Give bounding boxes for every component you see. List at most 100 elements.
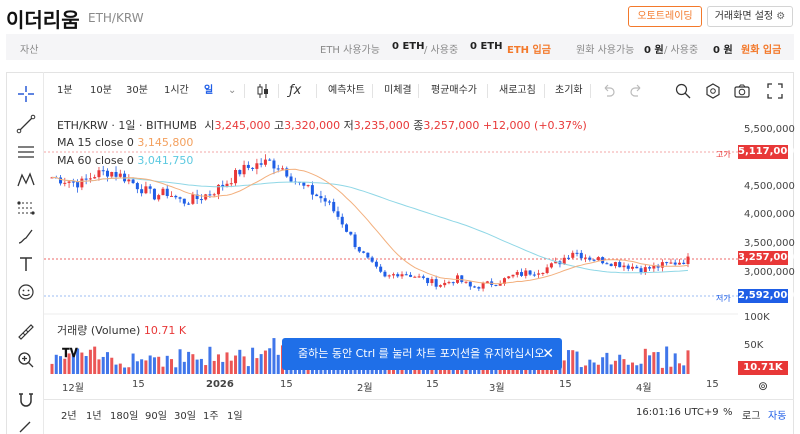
range-180d[interactable]: 180일 — [110, 411, 139, 422]
volume-bar — [417, 367, 421, 374]
volume-bar — [511, 367, 515, 374]
candle-body — [238, 170, 242, 175]
screen-settings-button[interactable]: 거래화면 설정 ⚙ — [707, 6, 793, 27]
avg-price-button[interactable]: 평균매수가 — [431, 85, 477, 96]
candle-body — [327, 201, 331, 203]
close-value: 3,257,000 — [423, 119, 480, 132]
auto-toggle[interactable]: 자동 — [768, 411, 787, 422]
range-2y[interactable]: 2년 — [61, 411, 77, 422]
volume-bar — [148, 355, 152, 374]
candle-body — [673, 262, 677, 265]
range-1w[interactable]: 1주 — [203, 411, 219, 422]
candle-body — [584, 257, 588, 259]
candle-body — [677, 262, 681, 265]
candle-body — [285, 168, 289, 177]
redo-icon[interactable] — [628, 82, 646, 100]
volume-bar — [80, 352, 84, 374]
range-30d[interactable]: 30일 — [174, 411, 196, 422]
volume-bar — [170, 359, 174, 374]
eth-in-use-label: / 사용중 — [424, 45, 459, 56]
volume-bar — [242, 356, 246, 374]
candle-body — [473, 286, 477, 288]
emoji-icon[interactable] — [16, 282, 36, 302]
magnet-icon[interactable] — [16, 390, 36, 410]
auto-trading-button[interactable]: 오토트레이딩 — [628, 6, 702, 27]
refresh-button[interactable]: 새로고침 — [499, 85, 536, 96]
candle-body — [118, 173, 122, 177]
volume-value: 10.71 K — [143, 324, 187, 337]
interval-10m[interactable]: 10분 — [90, 85, 112, 96]
crosshair-icon[interactable] — [16, 84, 36, 104]
open-value: 3,245,000 — [214, 119, 271, 132]
candle-body — [362, 251, 366, 253]
undo-icon[interactable] — [599, 82, 617, 100]
candle-body — [88, 178, 92, 180]
candle-body — [97, 170, 101, 178]
toolbar-divider — [372, 84, 373, 98]
ruler-icon[interactable] — [16, 322, 36, 342]
candle-body — [187, 203, 191, 205]
interval-30m[interactable]: 30분 — [126, 85, 148, 96]
low-price-tag: 2,592,000 — [738, 289, 795, 303]
brush-icon[interactable] — [16, 226, 36, 246]
ma15-legend: MA 15 close 0 3,145,800 — [57, 136, 193, 149]
volume-bar — [626, 364, 630, 374]
volume-bar — [430, 366, 434, 374]
time-settings-icon[interactable]: ⊚ — [758, 379, 769, 393]
pencil-lock-icon[interactable] — [16, 416, 36, 434]
volume-bar — [238, 349, 242, 374]
interval-1m[interactable]: 1분 — [57, 85, 73, 96]
settings-icon[interactable] — [704, 82, 722, 100]
candle-body — [400, 274, 404, 277]
volume-bar — [596, 364, 600, 374]
open-label: 시 — [204, 119, 215, 132]
interval-1d[interactable]: 일 — [204, 85, 214, 96]
horizontal-lines-icon[interactable] — [16, 142, 36, 162]
chevron-down-icon[interactable]: ⌄ — [228, 85, 237, 96]
candle-body — [101, 170, 105, 172]
log-toggle[interactable]: 로그 — [742, 411, 761, 422]
asset-label: 자산 — [20, 45, 39, 56]
close-icon[interactable]: ✕ — [542, 346, 554, 362]
price-tick: 4,000,000 — [744, 209, 795, 220]
volume-bar — [639, 363, 643, 374]
eth-available-label: ETH 사용가능 — [320, 45, 380, 56]
pattern-icon[interactable] — [16, 170, 36, 190]
text-icon[interactable] — [16, 254, 36, 274]
range-1y[interactable]: 1년 — [86, 411, 102, 422]
candle-body — [152, 188, 156, 200]
candle-body — [165, 188, 169, 197]
candle-body — [682, 262, 686, 264]
candle-type-icon[interactable] — [254, 82, 272, 100]
eth-deposit-link[interactable]: ETH 입금 — [507, 45, 551, 56]
candle-body — [451, 282, 455, 284]
range-90d[interactable]: 90일 — [145, 411, 167, 422]
toolbar-divider — [590, 84, 591, 98]
fib-icon[interactable] — [16, 198, 36, 218]
percent-toggle[interactable]: % — [723, 407, 733, 418]
zoom-in-icon[interactable] — [16, 350, 36, 370]
candle-body — [421, 276, 425, 278]
unfilled-button[interactable]: 미체결 — [384, 85, 412, 96]
ma60-label: MA 60 close 0 — [57, 154, 134, 167]
candle-body — [191, 194, 195, 204]
candle-body — [345, 224, 349, 232]
asset-bar: 자산 ETH 사용가능 0 ETH / 사용중 0 ETH ETH 입금 원화 … — [6, 34, 794, 60]
candle-body — [144, 186, 148, 194]
price-tick: 5,500,000 — [744, 124, 795, 135]
indicators-icon[interactable]: ƒx — [289, 83, 302, 98]
trend-line-icon[interactable] — [16, 114, 36, 134]
volume-bar — [268, 348, 272, 374]
forecast-chart-button[interactable]: 예측차트 — [328, 85, 365, 96]
camera-icon[interactable] — [733, 82, 751, 100]
candle-body — [464, 281, 468, 283]
range-1d[interactable]: 1일 — [227, 411, 243, 422]
candle-body — [259, 163, 263, 165]
search-icon[interactable] — [674, 82, 692, 100]
krw-deposit-link[interactable]: 원화 입금 — [741, 45, 782, 56]
fullscreen-icon[interactable] — [766, 82, 784, 100]
candle-body — [272, 160, 276, 169]
bottom-divider — [44, 399, 794, 400]
interval-1h[interactable]: 1시간 — [164, 85, 189, 96]
reset-button[interactable]: 초기화 — [555, 85, 583, 96]
